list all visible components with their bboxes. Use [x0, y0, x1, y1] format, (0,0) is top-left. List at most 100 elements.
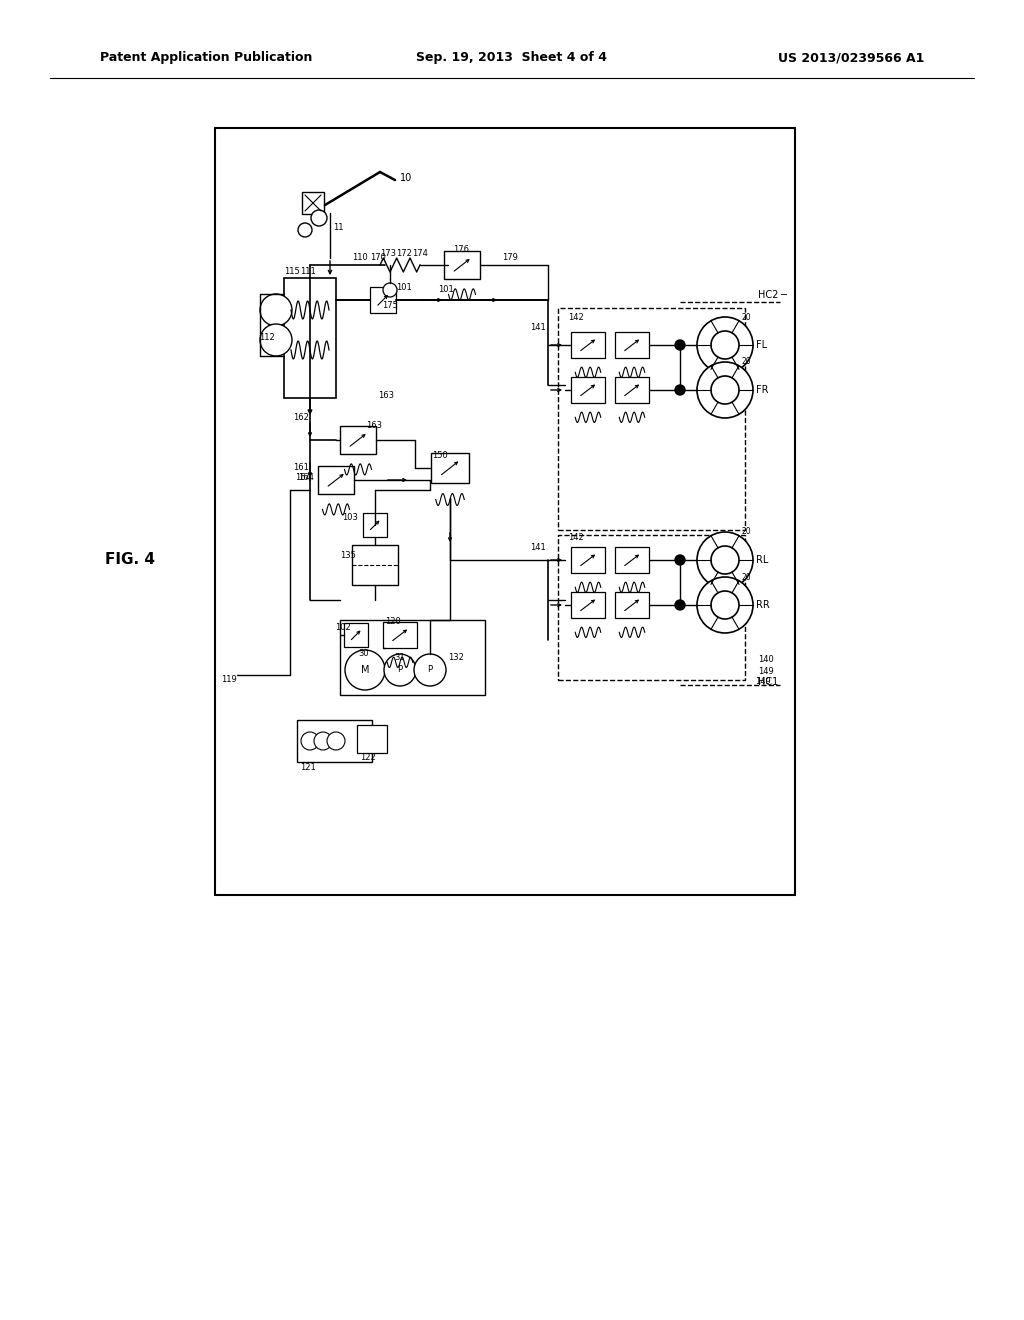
Circle shape — [697, 577, 753, 634]
Text: 101: 101 — [438, 285, 454, 294]
Text: P: P — [397, 665, 402, 675]
Text: 176: 176 — [453, 246, 469, 255]
Circle shape — [383, 282, 397, 297]
Bar — [558, 308, 745, 531]
Text: HC2: HC2 — [758, 290, 778, 300]
Text: 20: 20 — [742, 358, 752, 367]
Circle shape — [345, 649, 385, 690]
Circle shape — [260, 294, 292, 326]
Text: 31: 31 — [394, 652, 404, 661]
Text: 140: 140 — [758, 656, 774, 664]
Text: 142: 142 — [568, 533, 584, 543]
Bar — [431, 453, 469, 483]
Circle shape — [711, 331, 739, 359]
Circle shape — [697, 317, 753, 374]
Bar — [297, 719, 372, 762]
Text: 150: 150 — [432, 450, 447, 459]
Text: 132: 132 — [449, 652, 464, 661]
Circle shape — [697, 362, 753, 418]
Bar — [284, 279, 336, 399]
Bar — [344, 623, 368, 647]
Text: 122: 122 — [360, 754, 376, 763]
Bar — [615, 333, 649, 358]
Text: 142: 142 — [568, 314, 584, 322]
Bar — [615, 546, 649, 573]
Text: 163: 163 — [378, 391, 394, 400]
Text: FIG. 4: FIG. 4 — [105, 553, 155, 568]
Text: 102: 102 — [335, 623, 351, 631]
Text: 141: 141 — [530, 544, 546, 553]
Bar — [571, 546, 605, 573]
Bar — [357, 725, 387, 752]
Bar — [302, 191, 324, 214]
Text: 164: 164 — [295, 473, 311, 482]
Text: RL: RL — [756, 554, 768, 565]
Bar — [571, 378, 605, 403]
Bar — [340, 426, 376, 454]
Bar — [571, 591, 605, 618]
Text: 172: 172 — [396, 248, 412, 257]
Text: 149: 149 — [755, 677, 771, 686]
Text: 112: 112 — [259, 334, 275, 342]
Text: 174: 174 — [412, 248, 428, 257]
Text: 173: 173 — [380, 248, 396, 257]
Circle shape — [675, 385, 685, 395]
Bar — [370, 286, 396, 313]
Text: M: M — [360, 665, 370, 675]
Bar — [558, 535, 745, 680]
Text: P: P — [427, 665, 432, 675]
Bar — [571, 333, 605, 358]
Circle shape — [711, 546, 739, 574]
Text: 20: 20 — [742, 528, 752, 536]
Text: Sep. 19, 2013  Sheet 4 of 4: Sep. 19, 2013 Sheet 4 of 4 — [417, 51, 607, 65]
Text: RR: RR — [756, 601, 770, 610]
Text: 110: 110 — [352, 253, 368, 263]
Text: 119: 119 — [221, 676, 237, 685]
Circle shape — [298, 223, 312, 238]
Text: 175: 175 — [382, 301, 398, 309]
Text: FR: FR — [756, 385, 768, 395]
Bar — [444, 251, 480, 279]
Circle shape — [711, 591, 739, 619]
Text: 111: 111 — [300, 268, 315, 276]
Text: 163: 163 — [366, 421, 382, 429]
Circle shape — [675, 554, 685, 565]
Bar — [615, 378, 649, 403]
Text: 10: 10 — [400, 173, 413, 183]
Bar — [352, 545, 398, 585]
Text: 162: 162 — [293, 413, 309, 422]
Text: 11: 11 — [333, 223, 343, 232]
Circle shape — [675, 601, 685, 610]
Circle shape — [697, 532, 753, 587]
Text: HC1: HC1 — [758, 677, 778, 686]
Bar — [615, 591, 649, 618]
Bar — [383, 622, 417, 648]
Circle shape — [711, 376, 739, 404]
Bar — [318, 466, 354, 494]
Text: 103: 103 — [342, 513, 357, 523]
Text: 30: 30 — [358, 648, 369, 657]
Text: 135: 135 — [340, 550, 356, 560]
Text: 170: 170 — [370, 253, 386, 263]
Circle shape — [260, 323, 292, 356]
Circle shape — [327, 733, 345, 750]
Text: 164: 164 — [298, 474, 314, 483]
Text: 121: 121 — [300, 763, 315, 772]
Text: 101: 101 — [396, 282, 412, 292]
Bar — [340, 620, 485, 696]
Text: 20: 20 — [742, 573, 752, 582]
Text: 179: 179 — [502, 252, 518, 261]
Circle shape — [675, 341, 685, 350]
Circle shape — [311, 210, 327, 226]
Text: 141: 141 — [530, 323, 546, 333]
Text: US 2013/0239566 A1: US 2013/0239566 A1 — [777, 51, 924, 65]
Text: ─: ─ — [780, 290, 785, 300]
Text: FL: FL — [756, 341, 767, 350]
Text: 120: 120 — [385, 616, 400, 626]
Text: 161: 161 — [293, 463, 309, 473]
Text: 115: 115 — [284, 268, 300, 276]
Circle shape — [301, 733, 319, 750]
Text: Patent Application Publication: Patent Application Publication — [100, 51, 312, 65]
Text: 149: 149 — [758, 668, 774, 676]
Circle shape — [384, 653, 416, 686]
